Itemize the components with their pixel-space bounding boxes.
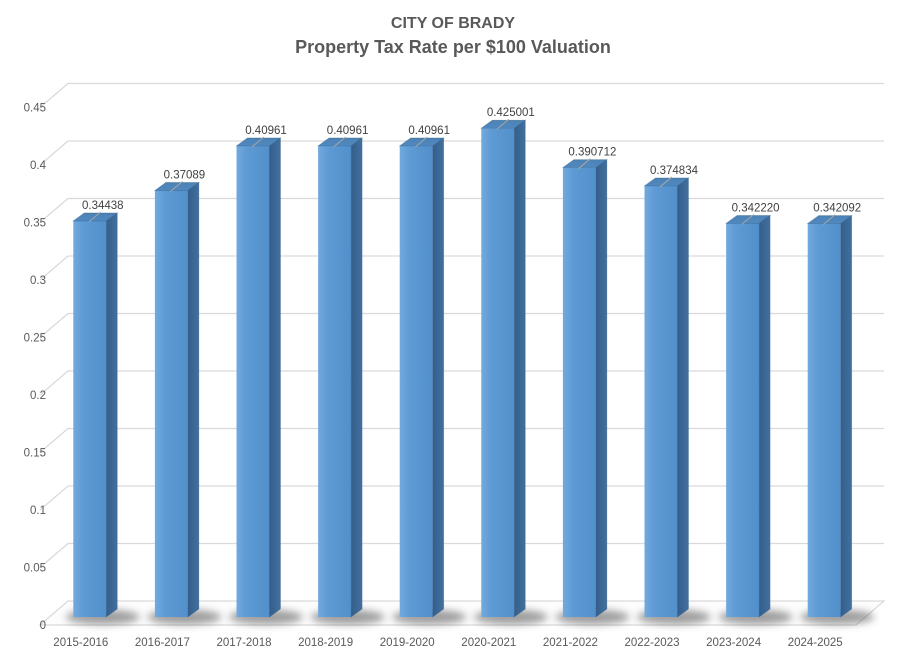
bar-2021-2022 (561, 158, 608, 618)
bar-front-face (318, 145, 352, 618)
chart-title-line1: CITY OF BRADY (390, 15, 516, 32)
y-tick-label-0.45: 0.45 (24, 103, 46, 115)
data-label-2016-2017: 0.37089 (164, 169, 206, 181)
bar-front-face (73, 220, 107, 617)
x-axis-label-2024-2025: 2024-2025 (788, 637, 843, 649)
x-axis-label-2020-2021: 2020-2021 (461, 637, 516, 649)
y-tick-label-0.2: 0.2 (30, 390, 46, 402)
y-tick-label-0.25: 0.25 (24, 333, 46, 345)
bar-front-face (399, 145, 433, 618)
bar-side-face (595, 158, 608, 618)
bar-2020-2021 (480, 119, 527, 618)
y-tick-label-0.1: 0.1 (30, 505, 46, 517)
bar-side-face (269, 137, 281, 618)
x-axis-label-2023-2024: 2023-2024 (706, 637, 762, 649)
x-axis-label-2016-2017: 2016-2017 (135, 637, 190, 649)
x-axis-label-2022-2023: 2022-2023 (625, 637, 680, 649)
bar-side-face (513, 119, 526, 618)
bar-side-face (187, 181, 200, 618)
x-axis-label-2019-2020: 2019-2020 (380, 637, 435, 649)
gridline-depth-0.4 (39, 140, 69, 166)
data-label-leader-2016-2017 (170, 181, 183, 192)
data-label-2024-2025: 0.342092 (813, 203, 861, 215)
bar-front-face (154, 190, 188, 617)
chart-title: CITY OF BRADY Property Tax Rate per $100… (0, 12, 906, 60)
x-axis-label-2015-2016: 2015-2016 (53, 637, 108, 649)
bar-front-face (562, 167, 596, 617)
gridline-depth-0.15 (39, 428, 69, 453)
bar-2017-2018 (235, 137, 282, 618)
x-axis-label-2017-2018: 2017-2018 (217, 637, 272, 649)
bar-side-face (432, 137, 445, 618)
bar-front-face (481, 128, 515, 618)
bar-2024-2025 (806, 214, 853, 618)
bar-side-face (677, 177, 689, 618)
data-label-2022-2023: 0.374834 (650, 165, 699, 177)
y-tick-label-0.05: 0.05 (24, 563, 46, 575)
bar-side-face (840, 214, 853, 618)
data-label-2015-2016: 0.34438 (82, 200, 124, 212)
data-label-leader-2017-2018 (251, 136, 265, 148)
y-axis-tick-labels: 0 0.05 0.1 0.15 0.2 0.25 0.3 0.35 0.4 0.45 (24, 103, 47, 633)
bar-2016-2017 (153, 181, 200, 618)
bar-2022-2023 (643, 177, 690, 618)
bar-side-face (758, 214, 771, 618)
data-label-2017-2018: 0.40961 (245, 125, 287, 137)
y-tick-label-0.3: 0.3 (30, 275, 46, 287)
gridline-depth-0.45 (39, 83, 69, 108)
y-tick-label-0.35: 0.35 (24, 218, 46, 230)
gridline-depth-0.3 (39, 255, 69, 281)
data-label-2019-2020: 0.40961 (408, 125, 450, 137)
bar-front-face (644, 185, 678, 617)
data-label-leader-2015-2016 (88, 211, 102, 223)
bars (72, 119, 853, 618)
gridline-depth-0.1 (39, 485, 69, 511)
x-axis-labels: 2015-2016 2016-2017 2017-2018 2018-2019 2019… (53, 637, 842, 649)
data-label-leader-2024-2025 (822, 214, 836, 225)
bar-2018-2019 (317, 137, 364, 618)
data-label-leader-2019-2020 (414, 136, 428, 148)
gridline-depth-0.2 (39, 370, 69, 396)
gridline-depth-0.25 (39, 313, 69, 338)
y-tick-label-0.4: 0.4 (30, 160, 47, 172)
data-label-2023-2024: 0.342220 (732, 202, 780, 214)
bar-2019-2020 (398, 137, 445, 618)
bar-front-face (807, 223, 841, 618)
y-tick-label-0.15: 0.15 (24, 448, 46, 460)
chart-title-line2: Property Tax Rate per $100 Valuation (295, 37, 611, 57)
data-label-leader-2023-2024 (741, 214, 754, 225)
x-axis-label-2018-2019: 2018-2019 (298, 637, 353, 649)
x-axis-label-2021-2022: 2021-2022 (543, 637, 598, 649)
gridline-depth-0.05 (39, 543, 69, 568)
bar-front-face (726, 223, 760, 617)
data-labels: 0.34438 0.37089 0.40961 0.40961 0.40961 0.425… (82, 107, 861, 225)
bar-2023-2024 (725, 214, 772, 618)
data-label-2020-2021: 0.425001 (487, 107, 535, 119)
bar-side-face (350, 137, 363, 618)
gridline-depth-0.35 (39, 198, 69, 223)
bar-side-face (105, 212, 118, 618)
data-label-leader-2018-2019 (333, 136, 346, 148)
data-label-2021-2022: 0.390712 (568, 147, 616, 159)
y-tick-label-0: 0 (40, 620, 46, 632)
data-label-leader-2020-2021 (496, 118, 510, 130)
data-label-2018-2019: 0.40961 (327, 125, 369, 137)
bar-2015-2016 (72, 212, 119, 618)
data-label-leader-2022-2023 (659, 176, 673, 188)
bar-front-face (236, 145, 270, 618)
data-label-leader-2021-2022 (578, 158, 591, 170)
